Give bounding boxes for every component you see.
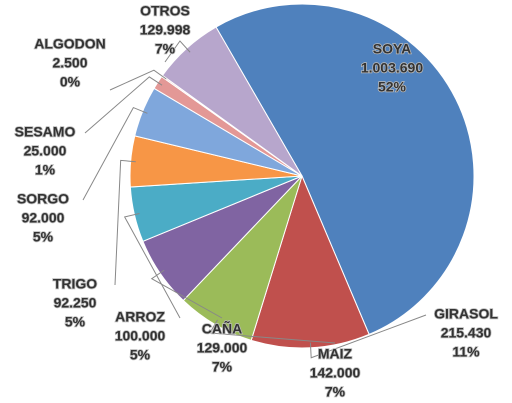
slice-percentage: 5% [65, 314, 86, 330]
slice-percentage: 7% [155, 41, 176, 57]
slice-value: 100.000 [115, 328, 166, 344]
slice-percentage: 7% [212, 359, 233, 375]
leader-line [309, 314, 427, 359]
slice-value: 129.000 [197, 340, 248, 356]
slice-category: TRIGO [53, 276, 97, 292]
slice-value: 215.430 [441, 325, 492, 341]
leader-line [82, 106, 148, 201]
slice-category: CAÑA [202, 320, 242, 337]
slice-percentage: 1% [35, 162, 56, 178]
leader-line [109, 69, 167, 91]
slice-percentage: 11% [452, 344, 480, 360]
slice-category: ARROZ [115, 309, 165, 325]
leader-line [209, 319, 336, 344]
slice-category: SESAMO [15, 124, 76, 140]
slice-value: 1.003.690 [361, 60, 423, 76]
slice-category: SORGO [17, 191, 69, 207]
slice-value: 142.000 [310, 365, 361, 381]
slice-percentage: 0% [60, 74, 81, 90]
leader-line [164, 40, 191, 63]
slice-value: 92.000 [22, 210, 65, 226]
slice-category: MAIZ [318, 346, 353, 362]
leader-line [123, 213, 181, 319]
leader-line [114, 159, 136, 286]
slice-category: ALGODON [34, 36, 106, 52]
slice-percentage: 5% [130, 347, 151, 363]
slice-value: 92.250 [54, 295, 97, 311]
slice-value: 2.500 [52, 55, 87, 71]
slice-percentage: 5% [33, 229, 54, 245]
pie-slice [215, 3, 475, 336]
slice-category: OTROS [140, 3, 190, 19]
slice-category: GIRASOL [434, 306, 498, 322]
slice-percentage: 7% [325, 384, 346, 400]
leader-line [84, 76, 163, 134]
slice-value: 25.000 [24, 143, 67, 159]
leader-line [150, 269, 223, 319]
slice-category: SOYA [373, 41, 411, 57]
slice-percentage: 52% [378, 79, 407, 95]
slice-value: 129.998 [140, 22, 191, 38]
